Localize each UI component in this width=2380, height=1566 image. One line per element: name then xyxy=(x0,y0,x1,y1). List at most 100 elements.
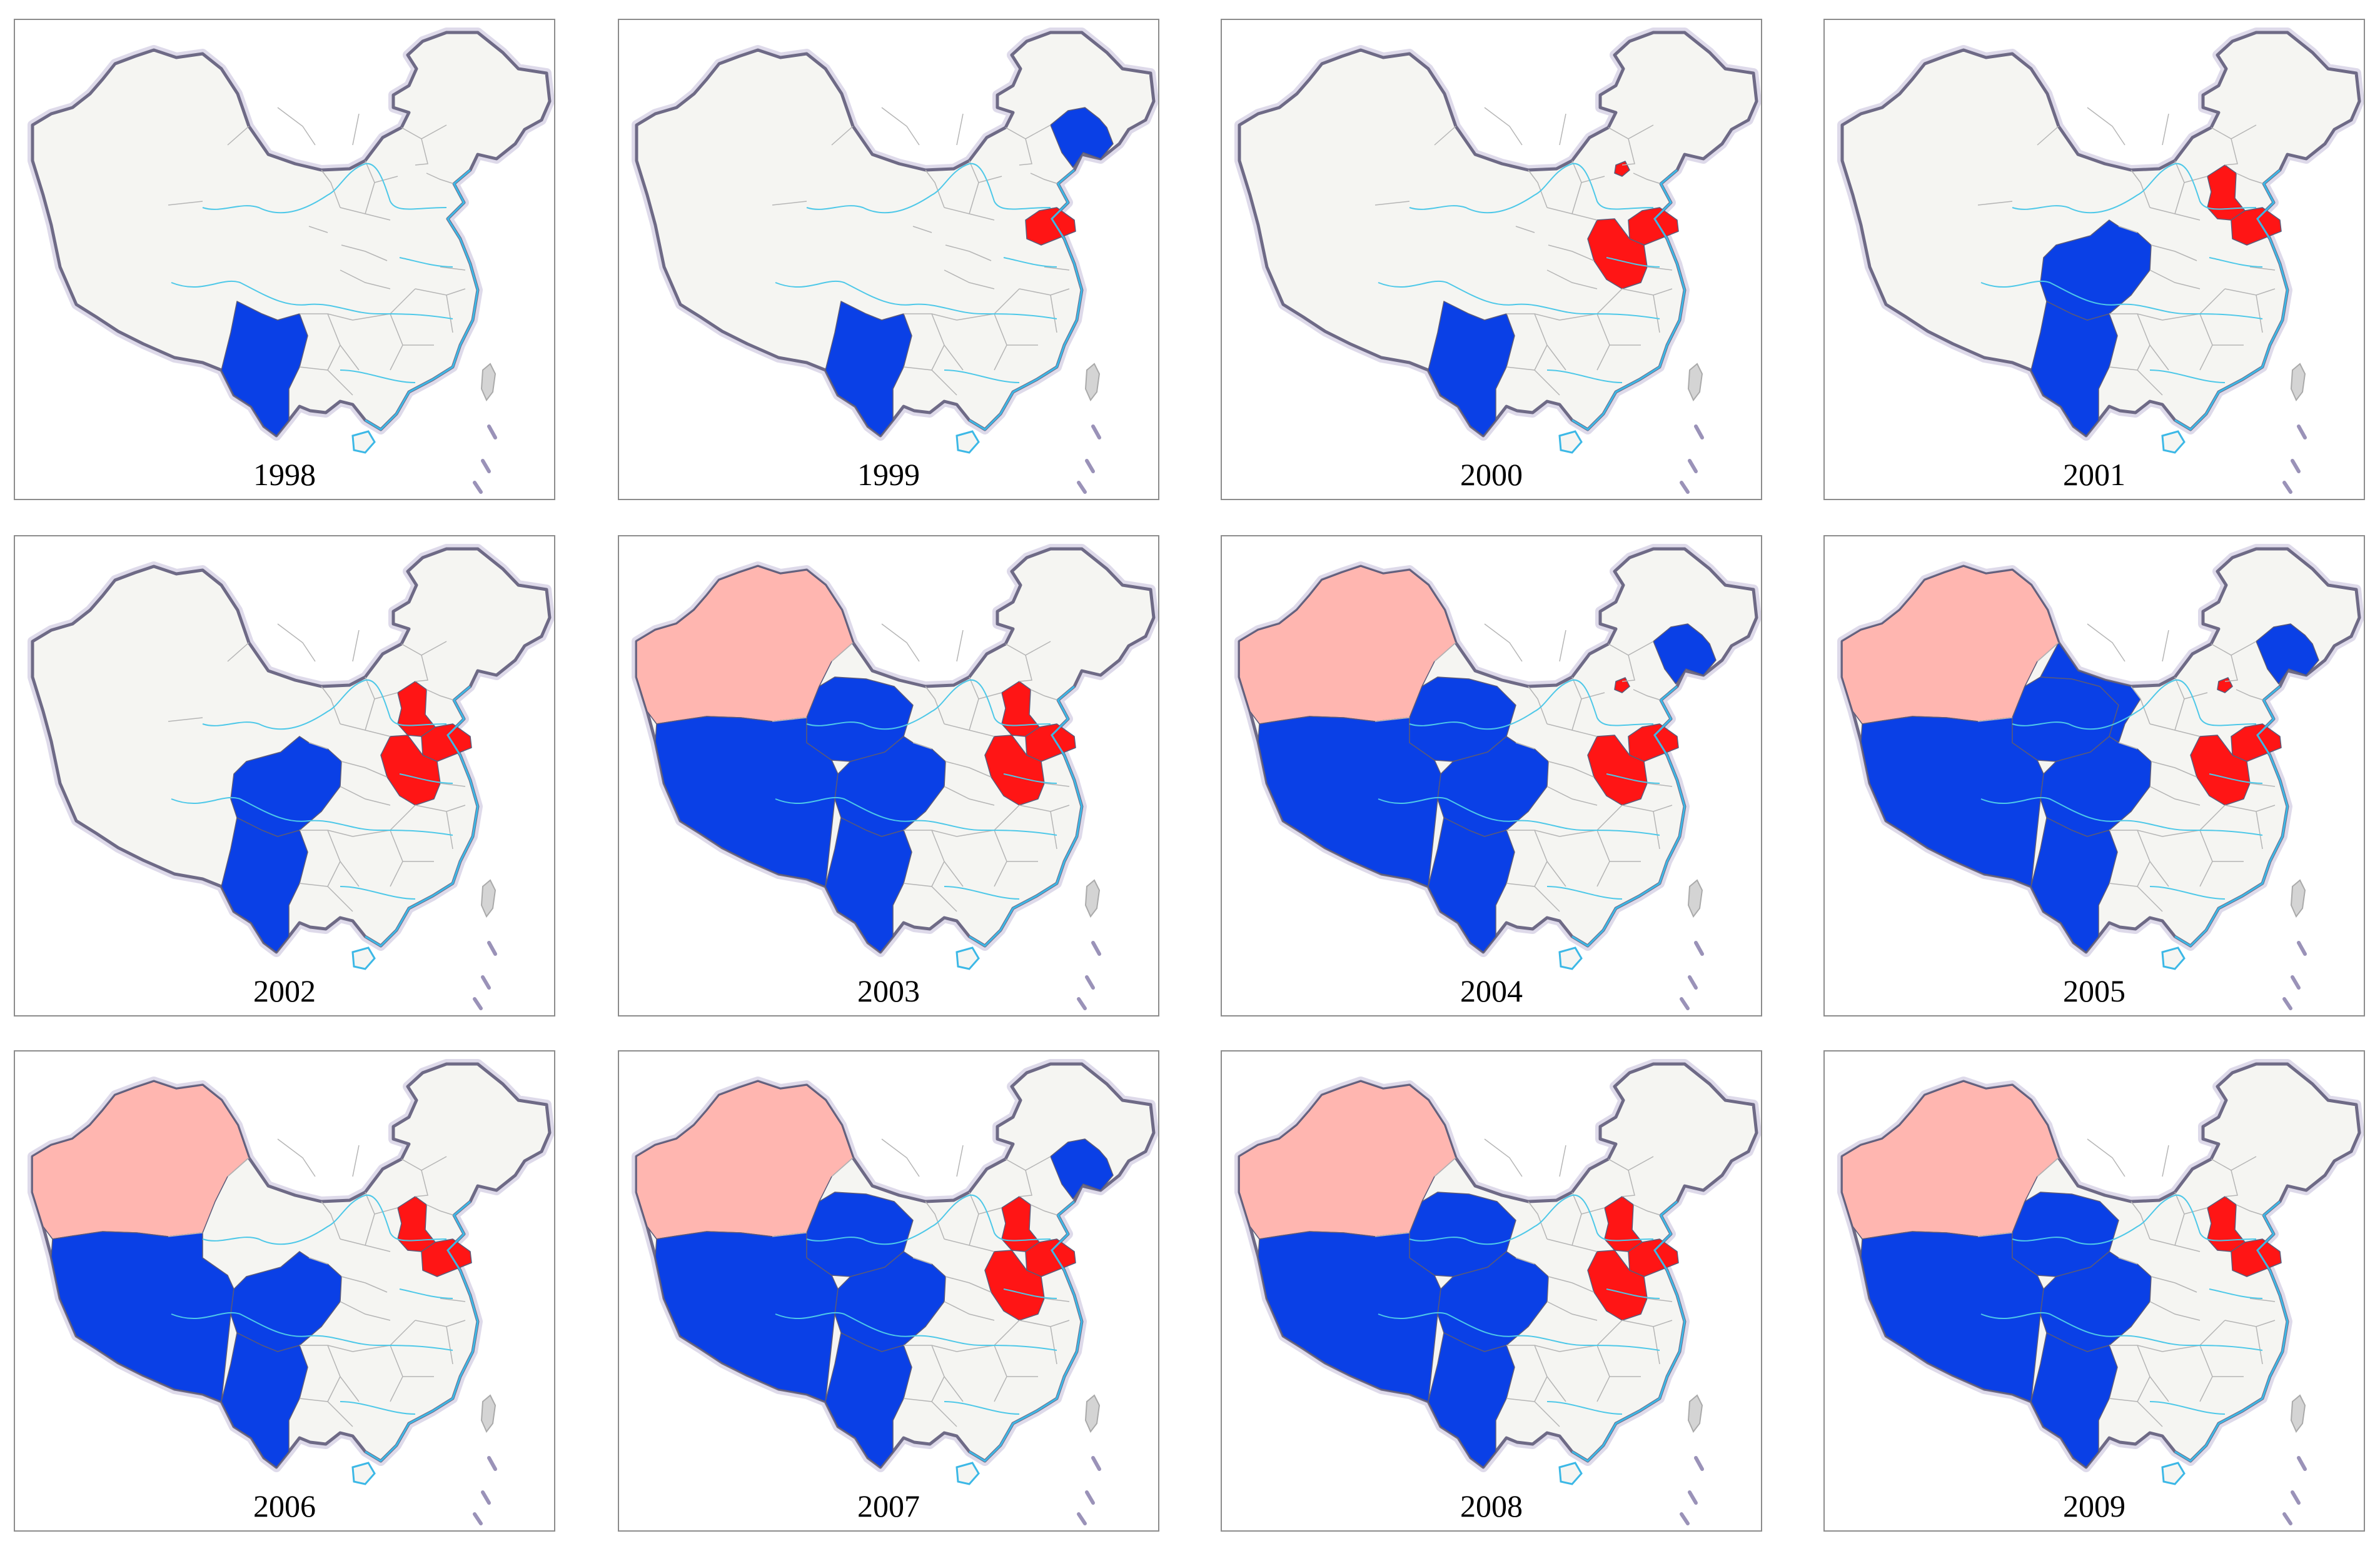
province-border xyxy=(352,113,360,146)
coastline xyxy=(365,169,479,431)
map-panel-2007: 2007 xyxy=(618,1050,1159,1532)
province-border xyxy=(308,742,328,750)
province-border xyxy=(1534,861,1548,887)
province-border xyxy=(1653,811,1660,850)
province-border xyxy=(2037,642,2059,662)
province-border xyxy=(1559,1145,1566,1177)
province-border xyxy=(772,717,807,722)
province-border xyxy=(426,689,455,701)
taiwan-island xyxy=(480,363,497,401)
sea-boundary-dash xyxy=(487,424,497,439)
region-yunnan xyxy=(221,1332,308,1468)
coastline xyxy=(969,169,1083,431)
year-label: 2000 xyxy=(1460,457,1523,492)
river xyxy=(1003,1288,1057,1299)
province-border xyxy=(2162,113,2169,146)
river xyxy=(2209,773,2263,784)
province-border xyxy=(1571,698,1582,731)
taiwan-island xyxy=(1084,363,1101,401)
province-border xyxy=(2236,173,2264,184)
region-henan xyxy=(380,735,441,806)
river xyxy=(2149,1401,2226,1415)
sea-boundary-dash xyxy=(481,1490,491,1505)
province-border xyxy=(321,1201,341,1240)
province-border xyxy=(831,642,854,662)
sea-boundary-dash xyxy=(1688,975,1698,990)
year-label: 2002 xyxy=(253,973,316,1008)
map-panel-2002: 2002 xyxy=(14,535,555,1016)
province-border xyxy=(1374,1232,1410,1237)
province-border xyxy=(1571,1213,1582,1246)
province-border xyxy=(1050,294,1057,333)
province-border xyxy=(931,1376,945,1402)
map-panel-2001: 2001 xyxy=(1823,19,2365,500)
map-panel-2008: 2008 xyxy=(1221,1050,1762,1532)
province-border xyxy=(944,1301,995,1321)
river xyxy=(775,280,1057,319)
province-border xyxy=(831,126,854,146)
province-border xyxy=(1548,1276,1595,1293)
river xyxy=(171,1312,453,1351)
province-border xyxy=(1044,266,1070,271)
taiwan-island xyxy=(1687,363,1703,401)
province-border xyxy=(1653,1326,1660,1365)
region-tibet xyxy=(1258,1231,1441,1402)
coastline xyxy=(1571,685,1686,947)
province-border xyxy=(440,1298,466,1302)
province-border xyxy=(2149,786,2201,806)
province-border xyxy=(341,1276,388,1293)
province-border xyxy=(1030,173,1059,184)
province-border xyxy=(352,630,360,662)
province-border xyxy=(277,623,316,662)
river xyxy=(944,1401,1020,1415)
taiwan-island xyxy=(2290,1394,2306,1433)
region-yunnan xyxy=(825,301,912,436)
sea-boundary-dash xyxy=(1077,997,1087,1010)
province-border xyxy=(2151,1276,2197,1293)
year-label: 2001 xyxy=(2063,457,2125,492)
river xyxy=(1378,1312,1660,1351)
hainan-island xyxy=(956,430,980,454)
province-border xyxy=(1571,182,1582,214)
province-border xyxy=(969,1213,979,1246)
province-border xyxy=(2256,294,2263,333)
river xyxy=(171,280,453,319)
province-border xyxy=(1633,1204,1661,1216)
province-border xyxy=(2249,266,2276,271)
river xyxy=(171,796,453,836)
province-border xyxy=(1434,126,1456,146)
hainan-island xyxy=(956,1462,980,1485)
sea-boundary-dash xyxy=(1680,1512,1690,1525)
province-border xyxy=(426,173,455,184)
sea-boundary-dash xyxy=(1085,975,1095,990)
province-border xyxy=(1050,811,1057,850)
river xyxy=(775,796,1057,836)
province-border xyxy=(1374,717,1410,722)
province-border xyxy=(227,126,250,146)
province-border xyxy=(969,698,979,731)
province-border xyxy=(931,344,945,371)
sea-boundary-dash xyxy=(1077,481,1087,494)
province-border xyxy=(277,1138,316,1177)
china-map xyxy=(632,1059,1158,1525)
year-label: 1998 xyxy=(253,457,316,492)
region-henan xyxy=(1587,1250,1648,1321)
taiwan-island xyxy=(2290,363,2306,401)
region-yunnan xyxy=(1428,1332,1515,1468)
province-border xyxy=(2118,742,2138,750)
province-border xyxy=(1546,786,1598,806)
china-map xyxy=(1837,28,2364,494)
sea-boundary-dash xyxy=(2291,1490,2301,1505)
province-border xyxy=(277,107,316,146)
province-border xyxy=(912,742,932,750)
year-label: 1999 xyxy=(857,457,920,492)
province-border xyxy=(227,642,250,662)
province-border xyxy=(1030,689,1059,701)
province-border xyxy=(327,1376,341,1402)
province-border xyxy=(168,1232,203,1237)
sea-boundary-dash xyxy=(1077,1512,1087,1525)
sea-boundary-dash xyxy=(1680,481,1690,494)
province-border xyxy=(308,1257,328,1265)
river xyxy=(1606,257,1660,268)
province-border xyxy=(1534,344,1548,371)
